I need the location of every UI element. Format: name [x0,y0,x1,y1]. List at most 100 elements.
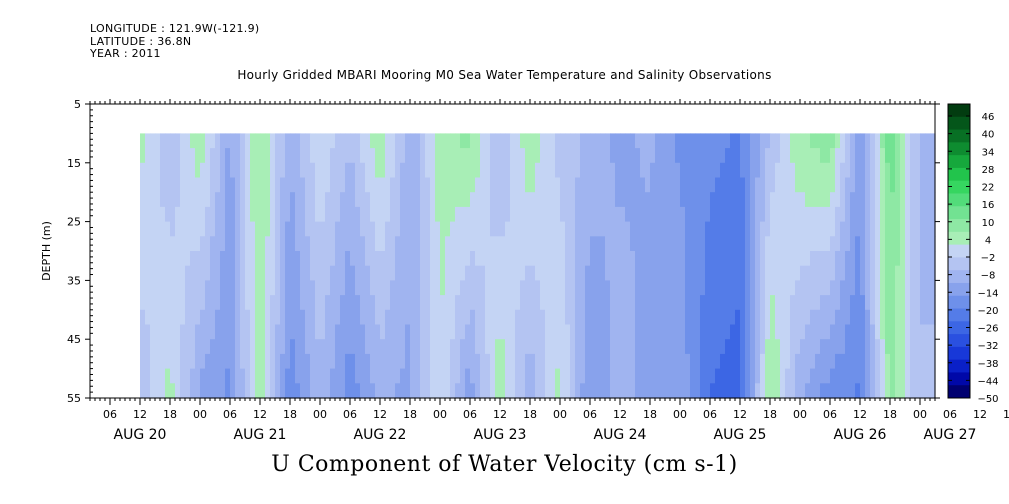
heatmap-cell [365,368,371,384]
heatmap-cell [440,236,446,252]
heatmap-cell [490,221,496,237]
heatmap-cell [850,192,856,208]
heatmap-cell [345,236,351,252]
heatmap-cell [930,339,936,355]
heatmap-cell [180,206,186,223]
heatmap-cell [635,177,641,193]
heatmap-cell [520,133,526,149]
heatmap-cell [455,353,461,370]
heatmap-cell [785,192,791,208]
heatmap-cell [345,339,351,355]
heatmap-cell [265,383,271,399]
heatmap-cell [515,162,521,179]
heatmap-cell [535,192,541,208]
heatmap-cell [875,148,881,164]
heatmap-cell [645,221,651,237]
heatmap-cell [400,353,406,370]
heatmap-cell [555,251,561,267]
heatmap-cell [285,368,291,384]
heatmap-cell [370,236,376,252]
heatmap-cell [920,309,926,326]
heatmap-cell [140,162,146,179]
heatmap-cell [405,133,411,149]
heatmap-cell [430,339,436,355]
heatmap-cell [180,324,186,340]
heatmap-cell [665,383,671,399]
heatmap-cell [445,324,451,340]
heatmap-cell [920,236,926,252]
heatmap-cell [570,148,576,164]
heatmap-cell [745,383,751,399]
heatmap-cell [330,383,336,399]
heatmap-cell [660,148,666,164]
heatmap-cell [630,177,636,193]
heatmap-cell [845,309,851,326]
heatmap-cell [450,353,456,370]
heatmap-cell [140,192,146,208]
heatmap-cell [195,383,201,399]
heatmap-cell [885,148,891,164]
heatmap-cell [330,280,336,296]
heatmap-cell [295,339,301,355]
heatmap-cell [870,251,876,267]
x-hour-label: 00 [793,408,807,421]
heatmap-cell [160,148,166,164]
heatmap-cell [470,339,476,355]
heatmap-cell [675,383,681,399]
heatmap-cell [535,162,541,179]
heatmap-cell [635,133,641,149]
heatmap-cell [855,236,861,252]
heatmap-cell [755,383,761,399]
heatmap-cell [320,206,326,223]
heatmap-cell [305,221,311,237]
heatmap-cell [305,162,311,179]
heatmap-cell [180,133,186,149]
heatmap-cell [200,309,206,326]
heatmap-cell [350,133,356,149]
heatmap-cell [270,368,276,384]
heatmap-cell [700,251,706,267]
heatmap-cell [720,148,726,164]
heatmap-cell [805,236,811,252]
heatmap-cell [450,265,456,281]
heatmap-cell [205,206,211,223]
heatmap-cell [745,295,751,311]
heatmap-cell [800,383,806,399]
heatmap-cell [435,353,441,370]
heatmap-cell [330,251,336,267]
heatmap-cell [725,383,731,399]
heatmap-cell [275,192,281,208]
heatmap-cell [830,368,836,384]
heatmap-cell [200,280,206,296]
heatmap-cell [155,162,161,179]
heatmap-cell [235,192,241,208]
heatmap-cell [485,148,491,164]
heatmap-cell [505,309,511,326]
heatmap-cell [245,339,251,355]
heatmap-cell [350,251,356,267]
heatmap-cell [515,192,521,208]
heatmap-cell [780,221,786,237]
heatmap-cell [360,280,366,296]
heatmap-cell [660,295,666,311]
heatmap-cell [630,309,636,326]
heatmap-cell [765,383,771,399]
heatmap-cell [205,309,211,326]
heatmap-cell [280,236,286,252]
heatmap-cell [905,206,911,223]
heatmap-cell [755,206,761,223]
heatmap-cell [925,162,931,179]
heatmap-cell [145,309,151,326]
heatmap-cell [695,177,701,193]
heatmap-cell [905,339,911,355]
heatmap-cell [605,148,611,164]
heatmap-cell [690,133,696,149]
heatmap-cell [435,221,441,237]
heatmap-cell [755,162,761,179]
heatmap-cell [250,383,256,399]
heatmap-cell [355,192,361,208]
heatmap-cell [455,148,461,164]
x-date-label: AUG 27 [924,427,977,443]
heatmap-cell [685,221,691,237]
heatmap-cell [205,148,211,164]
